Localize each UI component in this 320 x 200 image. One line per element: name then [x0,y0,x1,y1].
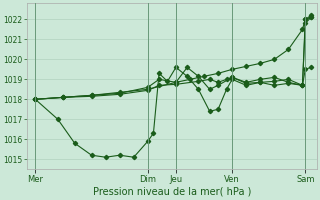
X-axis label: Pression niveau de la mer( hPa ): Pression niveau de la mer( hPa ) [92,187,251,197]
